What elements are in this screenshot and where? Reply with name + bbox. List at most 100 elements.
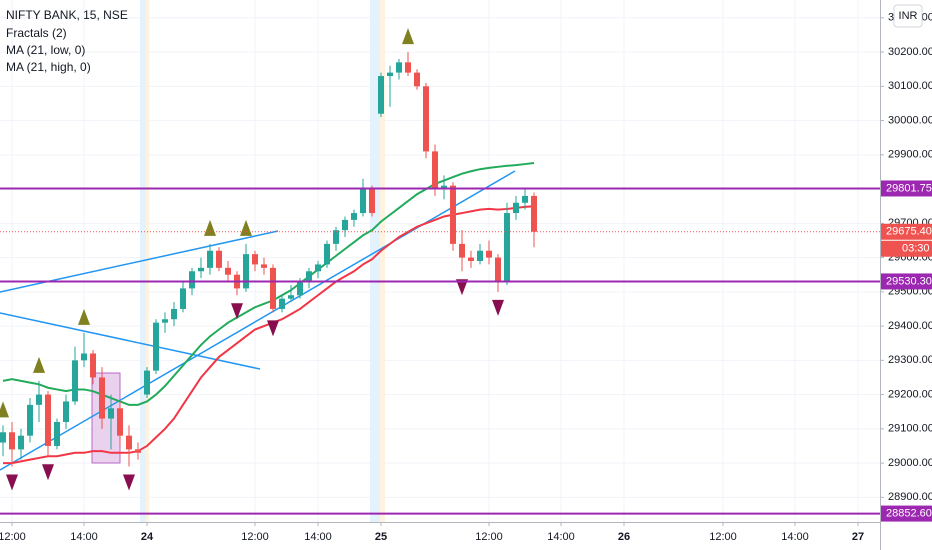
- candle-body: [72, 360, 78, 402]
- candle-body: [459, 243, 465, 258]
- candle-body: [225, 267, 231, 275]
- level-label-bg: [881, 273, 932, 290]
- candle-body: [243, 254, 249, 289]
- candle-body: [9, 432, 15, 450]
- candle-body: [261, 264, 267, 268]
- candle-body: [153, 322, 159, 371]
- candle-body: [18, 435, 24, 450]
- candle-body: [135, 449, 141, 453]
- candle-body: [450, 185, 456, 244]
- candle-body: [414, 72, 420, 87]
- candle-body: [0, 432, 6, 443]
- last-price-bg: [881, 223, 932, 240]
- x-tick-label: 12:00: [241, 531, 269, 543]
- countdown-bg: [881, 240, 932, 257]
- fractal-up: [0, 401, 9, 418]
- candle-body: [315, 264, 321, 272]
- candle-body: [198, 267, 204, 272]
- candle-body: [180, 288, 186, 309]
- candle-body: [468, 257, 474, 261]
- candle-body: [486, 250, 492, 258]
- candle-body: [522, 195, 528, 203]
- fractal-down: [267, 320, 279, 337]
- y-tick-label: 29900.00: [888, 149, 932, 161]
- fractal-down: [492, 299, 504, 316]
- legend-entry: Fractals (2): [6, 26, 67, 40]
- fractal-up: [240, 219, 252, 236]
- candle-body: [36, 394, 42, 405]
- candle-body: [288, 295, 294, 299]
- level-label-bg: [881, 180, 932, 197]
- candle-body: [126, 435, 132, 450]
- fractal-up: [402, 28, 414, 45]
- candle-body: [405, 62, 411, 73]
- y-tick-label: 29300.00: [888, 354, 932, 366]
- x-tick-label: 12:00: [0, 531, 26, 543]
- candle-body: [144, 370, 150, 395]
- y-tick-label: 29100.00: [888, 423, 932, 435]
- candle-body: [216, 250, 222, 268]
- session-breaks: [140, 0, 385, 522]
- y-tick-label: 29200.00: [888, 388, 932, 400]
- drawings: [0, 170, 516, 471]
- currency-button-bg[interactable]: [893, 4, 923, 28]
- candle-body: [378, 76, 384, 114]
- candle-body: [396, 62, 402, 73]
- x-tick-label: 14:00: [547, 531, 575, 543]
- currency-button[interactable]: INR: [893, 4, 923, 28]
- legend: NIFTY BANK, 15, NSE Fractals (2) MA (21,…: [6, 8, 128, 74]
- candle-body: [270, 267, 276, 309]
- candle-body: [54, 421, 60, 446]
- x-tick-label: 12:00: [709, 531, 737, 543]
- candle-body: [81, 353, 87, 361]
- fractal-down: [123, 474, 135, 491]
- candle-body: [171, 308, 177, 320]
- session-shade: [146, 0, 149, 522]
- fractal-down: [6, 474, 18, 491]
- fractal-up: [204, 219, 216, 236]
- candle-body: [387, 72, 393, 77]
- x-tick-label: 12:00: [475, 531, 503, 543]
- candle-body: [297, 281, 303, 296]
- level-label: 29530.30: [886, 275, 932, 287]
- y-tick-label: 29000.00: [888, 457, 932, 469]
- currency-label[interactable]: INR: [899, 10, 918, 22]
- fractal-down: [42, 464, 54, 481]
- y-tick-label: 29400.00: [888, 320, 932, 332]
- candle-body: [333, 230, 339, 244]
- candle-body: [342, 219, 348, 231]
- candle-body: [360, 189, 366, 214]
- candle-body: [432, 151, 438, 190]
- fractal-up: [78, 308, 90, 325]
- x-tick-label: 27: [852, 531, 864, 543]
- candle-body: [117, 408, 123, 436]
- candle-body: [306, 271, 312, 282]
- candle-body: [45, 394, 51, 446]
- candle-body: [90, 353, 96, 378]
- level-label: 29801.75: [886, 182, 932, 194]
- candle-body: [99, 377, 105, 419]
- x-tick-label: 25: [375, 531, 387, 543]
- countdown-label: 03:30: [902, 243, 930, 255]
- candle-body: [477, 250, 483, 261]
- ma-line: [2, 162, 535, 406]
- ma-line: [3, 205, 535, 465]
- x-tick-label: 14:00: [304, 531, 332, 543]
- candle-body: [324, 243, 330, 265]
- y-tick-label: 28900.00: [888, 491, 932, 503]
- candle-body: [108, 408, 114, 419]
- candle-body: [189, 271, 195, 289]
- candle-body: [495, 257, 501, 282]
- candle-body: [531, 195, 537, 232]
- time-axis-bg: [0, 522, 932, 550]
- x-tick-label: 14:00: [781, 531, 809, 543]
- candle-body: [27, 404, 33, 436]
- marks: [0, 28, 537, 491]
- candle-body: [162, 319, 168, 323]
- chart-title: NIFTY BANK, 15, NSE: [6, 8, 128, 22]
- trend-line: [0, 170, 516, 471]
- x-tick-label: 14:00: [70, 531, 98, 543]
